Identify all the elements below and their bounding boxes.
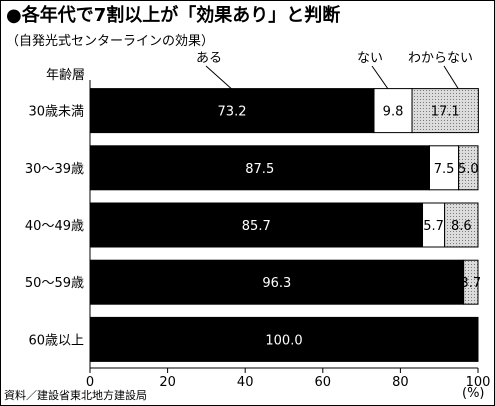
- chart-title: ●各年代で7割以上が「効果あり」と判断: [6, 4, 340, 26]
- data-label: 73.2: [218, 105, 247, 120]
- data-label: 7.5: [434, 162, 455, 177]
- bar-segment: [89, 88, 375, 134]
- data-label: 87.5: [245, 162, 274, 177]
- category-label: 30～39歳: [25, 162, 84, 177]
- chart-subtitle: （自発光式センターラインの効果）: [6, 34, 214, 49]
- x-unit-label: (%): [462, 386, 485, 401]
- x-tick-label: 60: [315, 375, 332, 390]
- bar-segment: [463, 259, 479, 305]
- data-label: 96.3: [262, 276, 291, 291]
- legend-label: わからない: [408, 51, 473, 66]
- legend-label: ない: [357, 51, 383, 66]
- data-label: 9.8: [383, 105, 404, 120]
- category-label: 50～59歳: [25, 276, 84, 291]
- bar-segment: [89, 316, 479, 362]
- x-tick-label: 80: [392, 375, 409, 390]
- category-label: 60歳以上: [28, 333, 84, 348]
- category-header: 年齢層: [46, 68, 85, 83]
- category-label: 40～49歳: [25, 219, 84, 234]
- bar-segment: [458, 145, 479, 191]
- x-tick-label: 0: [86, 375, 94, 390]
- x-tick-label: 40: [237, 375, 254, 390]
- data-label: 5.7: [423, 219, 444, 234]
- bar-segment: [429, 145, 460, 191]
- x-tick-label: 100: [466, 375, 491, 390]
- data-label: 100.0: [265, 333, 302, 348]
- data-label: 17.1: [431, 105, 460, 120]
- source-note: 資料／建設省東北地方建設局: [4, 388, 147, 402]
- category-label: 30歳未満: [28, 105, 84, 120]
- legend-label: ある: [196, 51, 222, 66]
- data-label: 85.7: [242, 219, 271, 234]
- data-label: 8.6: [451, 219, 472, 234]
- bar-segment: [444, 202, 479, 248]
- bar-segment: [411, 88, 479, 134]
- data-label: 5.0: [458, 162, 479, 177]
- bar-segment: [89, 145, 430, 191]
- data-label: 3.7: [460, 276, 481, 291]
- bar-segment: [89, 202, 424, 248]
- x-tick-label: 20: [159, 375, 176, 390]
